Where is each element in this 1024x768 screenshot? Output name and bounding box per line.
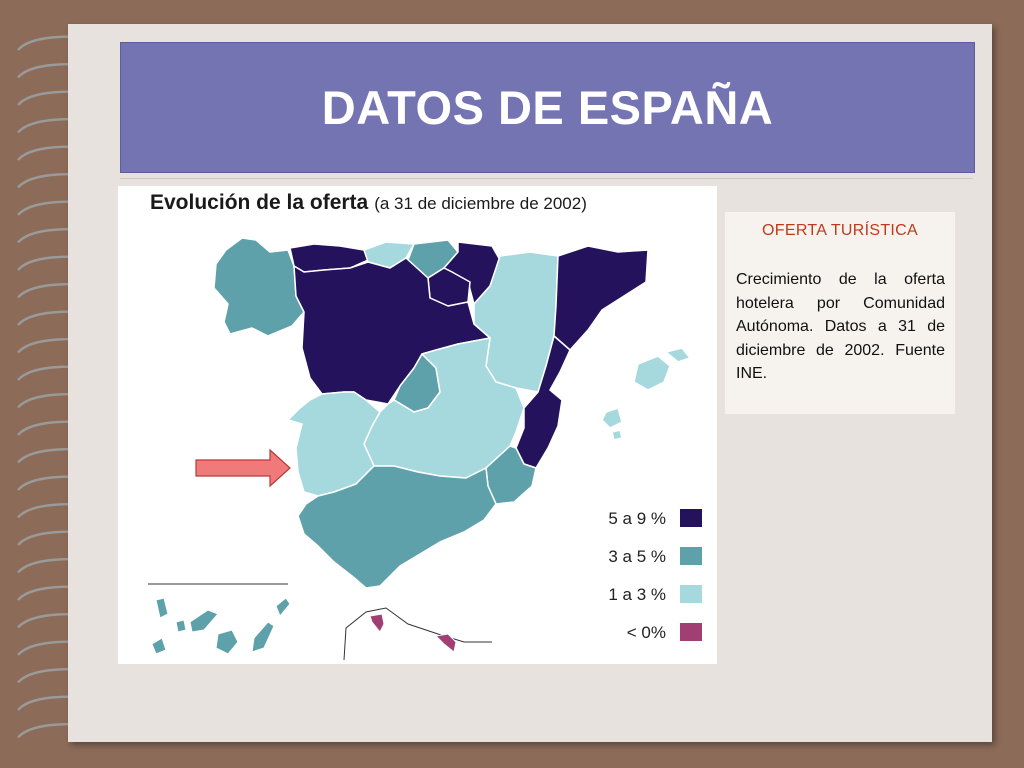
- legend-swatch: [680, 585, 702, 603]
- legend-item: < 0%: [592, 622, 702, 644]
- spain-choropleth-map: [148, 237, 691, 661]
- legend-swatch: [680, 547, 702, 565]
- legend-swatch: [680, 509, 702, 527]
- region-canarias-fuerte: [251, 621, 275, 653]
- legend-label: 3 a 5 %: [608, 547, 666, 566]
- region-canarias-tenerife: [189, 609, 219, 633]
- legend-label: 1 a 3 %: [608, 585, 666, 604]
- region-canarias-gomera: [175, 619, 187, 633]
- map-title-main: Evolución de la oferta: [150, 191, 369, 214]
- title-banner: DATOS DE ESPAÑA: [120, 42, 975, 173]
- region-canarias-lanzarote: [275, 597, 291, 617]
- region-galicia: [213, 237, 305, 337]
- legend-swatch: [680, 623, 702, 641]
- ceuta-melilla-inset-border: [343, 607, 492, 661]
- map-title-sub: (a 31 de diciembre de 2002): [374, 194, 587, 213]
- region-navarra: [443, 241, 501, 305]
- region-cataluna: [553, 245, 649, 351]
- region-valencia: [515, 335, 571, 469]
- slide-title: DATOS DE ESPAÑA: [321, 81, 774, 134]
- region-baleares-menorca: [665, 347, 691, 363]
- map-panel: Evolución de la oferta (a 31 de diciembre…: [118, 186, 717, 664]
- region-melilla: [434, 633, 457, 653]
- region-andalucia: [297, 465, 497, 589]
- region-canarias-hierro: [151, 637, 167, 655]
- legend-item: 1 a 3 %: [592, 584, 702, 606]
- map-title: Evolución de la oferta (a 31 de diciembre…: [150, 191, 587, 215]
- divider-line: [120, 178, 973, 179]
- legend-item: 5 a 9 %: [592, 508, 702, 530]
- region-ceuta: [369, 613, 385, 633]
- region-canarias-gran: [215, 629, 239, 655]
- legend-item: 3 a 5 %: [592, 546, 702, 568]
- region-baleares-formentera: [611, 429, 623, 441]
- info-heading: OFERTA TURÍSTICA: [762, 222, 918, 239]
- legend-label: < 0%: [626, 623, 666, 642]
- info-panel: OFERTA TURÍSTICA Crecimiento de la ofert…: [725, 212, 955, 414]
- region-baleares-ibiza: [601, 407, 623, 429]
- highlight-arrow: [195, 448, 291, 488]
- region-canarias-palma: [155, 597, 169, 619]
- legend-label: 5 a 9 %: [608, 509, 666, 528]
- region-baleares-mallorca: [633, 355, 671, 391]
- info-text: Crecimiento de la oferta hotelera por Co…: [736, 271, 945, 382]
